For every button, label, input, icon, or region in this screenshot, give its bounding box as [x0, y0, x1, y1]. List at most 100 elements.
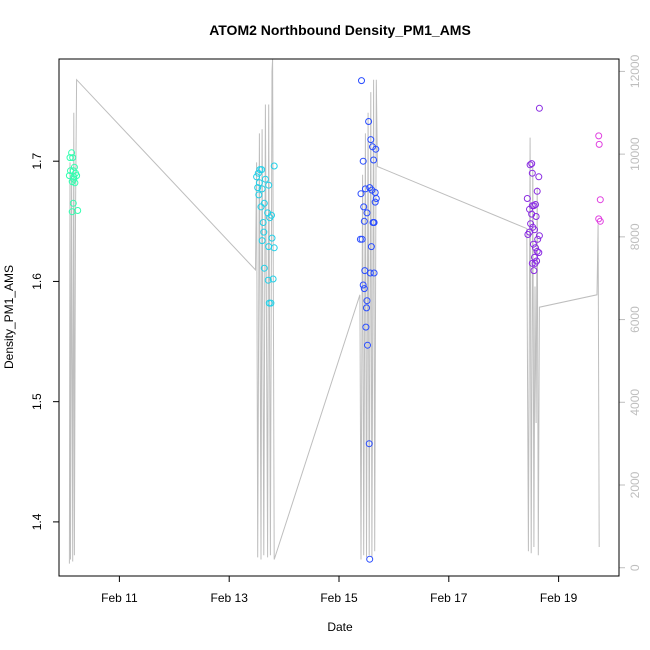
- data-point-38: [260, 264, 268, 272]
- data-point-56: [371, 198, 379, 206]
- data-point-58: [363, 209, 371, 217]
- data-point-95: [535, 232, 543, 240]
- data-point-96: [534, 235, 542, 243]
- y2-tick-label-1: 2000: [628, 471, 642, 498]
- data-point-106: [595, 132, 603, 140]
- data-point-70: [360, 285, 368, 293]
- data-point-69: [359, 281, 367, 289]
- data-point-6: [65, 172, 73, 180]
- x-tick-label-4: Feb 19: [540, 591, 578, 605]
- data-point-1: [68, 149, 76, 157]
- data-point-105: [530, 267, 538, 275]
- data-point-50: [361, 185, 369, 193]
- data-point-83: [523, 195, 531, 202]
- data-point-45: [367, 136, 375, 144]
- data-point-20: [255, 179, 263, 187]
- data-point-78: [528, 160, 536, 168]
- x-tick-label-3: Feb 17: [430, 591, 468, 605]
- data-point-40: [269, 275, 277, 283]
- data-point-73: [362, 323, 370, 331]
- data-point-110: [596, 217, 604, 225]
- data-point-103: [528, 259, 536, 267]
- data-point-81: [535, 173, 543, 181]
- data-point-104: [531, 259, 539, 267]
- data-point-86: [530, 202, 538, 210]
- y2-tick-label-3: 6000: [628, 306, 642, 333]
- data-point-62: [370, 219, 378, 226]
- data-point-64: [358, 235, 366, 243]
- data-point-35: [268, 234, 276, 242]
- data-point-71: [363, 297, 371, 305]
- y2-tick-label-4: 8000: [628, 223, 642, 250]
- data-point-98: [532, 244, 539, 252]
- data-point-15: [70, 175, 78, 183]
- data-point-67: [366, 269, 374, 277]
- data-point-54: [357, 190, 365, 198]
- data-point-49: [370, 156, 378, 164]
- data-point-47: [372, 145, 380, 153]
- plot-layer: Feb 11 Feb 13 Feb 15 Feb 17 Feb 19 1.4 1.5 1.6 1…: [30, 54, 642, 605]
- data-point-76: [366, 555, 374, 563]
- data-point-59: [360, 217, 368, 225]
- data-point-39: [264, 276, 272, 284]
- data-point-55: [372, 195, 380, 202]
- data-point-99: [533, 247, 541, 255]
- data-point-25: [270, 162, 278, 170]
- data-point-72: [363, 304, 370, 312]
- x-axis-label: Date: [327, 620, 353, 634]
- x-tick-label-0: Feb 11: [101, 591, 138, 605]
- data-point-42: [267, 299, 275, 307]
- y2-tick-label-0: 0: [628, 564, 642, 571]
- y-tick-label-2: 1.6: [30, 273, 44, 290]
- data-point-16: [253, 173, 261, 181]
- data-point-23: [261, 175, 269, 183]
- data-point-74: [364, 341, 371, 349]
- data-point-24: [265, 181, 273, 189]
- data-point-100: [535, 249, 543, 257]
- x-tick-label-1: Feb 13: [211, 591, 249, 605]
- data-point-48: [359, 157, 367, 165]
- data-point-57: [360, 203, 368, 211]
- y2-tick-label-5: 10000: [628, 137, 642, 171]
- data-point-0: [66, 154, 74, 162]
- data-point-21: [254, 184, 262, 192]
- data-point-108: [596, 196, 604, 204]
- data-point-31: [268, 211, 275, 219]
- data-point-65: [367, 243, 375, 251]
- data-point-26: [255, 191, 263, 199]
- y2-tick-label-6: 12000: [628, 54, 642, 88]
- y-axis-label: Density_PM1_AMS: [2, 265, 16, 369]
- data-point-89: [532, 213, 540, 220]
- data-point-37: [270, 244, 278, 252]
- data-point-107: [595, 140, 603, 148]
- y-tick-label-1: 1.5: [30, 393, 44, 410]
- x-tick-label-2: Feb 15: [320, 591, 358, 605]
- data-point-77: [526, 161, 534, 169]
- data-point-22: [258, 185, 266, 193]
- chart-title: ATOM2 Northbound Density_PM1_AMS: [209, 22, 471, 38]
- data-point-12: [69, 199, 77, 207]
- data-point-68: [370, 269, 378, 277]
- data-point-28: [260, 199, 268, 207]
- data-point-90: [527, 220, 535, 228]
- data-point-75: [365, 440, 373, 448]
- y2-tick-label-2: 4000: [628, 389, 642, 416]
- data-point-34: [258, 237, 266, 245]
- data-point-11: [71, 179, 79, 187]
- plot-frame: [58, 58, 620, 577]
- data-point-19: [258, 166, 266, 174]
- data-point-14: [74, 207, 82, 214]
- data-point-94: [524, 231, 532, 238]
- data-point-84: [532, 201, 539, 208]
- series-line-right-axis: [68, 58, 600, 564]
- y-tick-label-0: 1.4: [30, 513, 44, 530]
- data-point-43: [358, 77, 365, 85]
- data-point-33: [260, 228, 268, 236]
- data-point-82: [533, 187, 541, 195]
- data-point-97: [529, 240, 537, 248]
- data-point-79: [528, 169, 536, 177]
- y-tick-label-3: 1.7: [30, 153, 44, 170]
- data-point-2: [69, 154, 77, 162]
